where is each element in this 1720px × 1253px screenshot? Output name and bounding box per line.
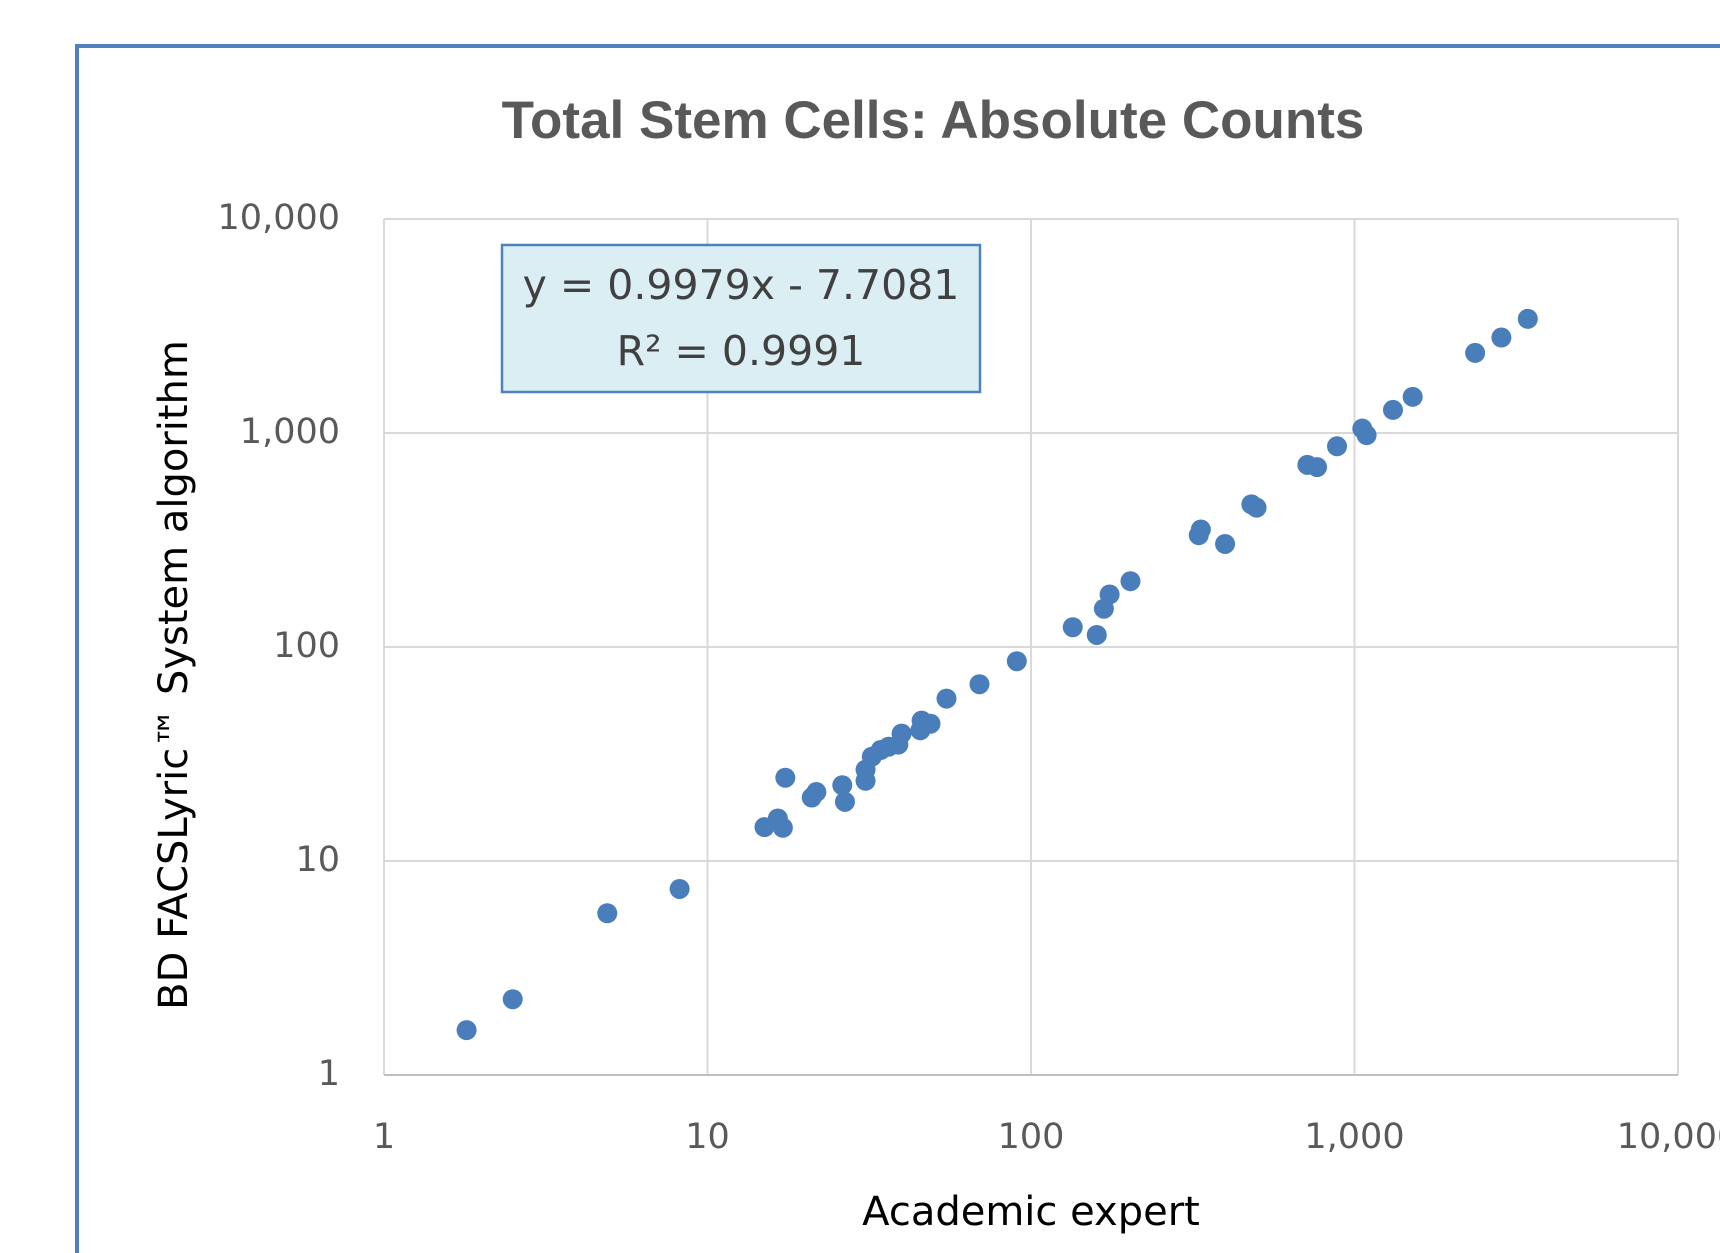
- y-tick-label: 1: [318, 1054, 340, 1094]
- y-tick-label: 100: [273, 626, 340, 666]
- x-tick-label: 10: [685, 1117, 730, 1157]
- data-point: [456, 1020, 477, 1041]
- data-point: [834, 791, 855, 812]
- data-point: [1099, 584, 1120, 605]
- data-point: [1086, 624, 1107, 645]
- data-point: [1356, 425, 1377, 446]
- marks: [456, 308, 1538, 1041]
- data-point: [597, 903, 618, 924]
- data-point: [969, 674, 990, 695]
- y-tick-label: 1,000: [240, 412, 340, 452]
- data-point: [1246, 497, 1267, 518]
- chart-title: Total Stem Cells: Absolute Counts: [502, 91, 1365, 150]
- data-point: [936, 688, 957, 709]
- r-squared: R² = 0.9991: [617, 327, 866, 375]
- x-tick-label: 100: [998, 1117, 1065, 1157]
- equation-box: [500, 243, 982, 394]
- data-point: [775, 767, 796, 788]
- data-point: [1120, 571, 1141, 592]
- data-point: [1402, 386, 1423, 407]
- trendline-equation: y = 0.9979x - 7.7081: [523, 261, 960, 309]
- x-axis-title: Academic expert: [862, 1189, 1200, 1235]
- x-tick-label: 10,000: [1617, 1117, 1720, 1157]
- data-point: [832, 775, 853, 796]
- y-tick-label: 10,000: [218, 198, 340, 238]
- data-point: [772, 817, 793, 838]
- data-point: [1517, 308, 1538, 329]
- data-point: [1006, 651, 1027, 672]
- data-point: [1327, 436, 1348, 457]
- data-point: [1307, 457, 1328, 478]
- data-point: [1465, 342, 1486, 363]
- data-point: [1062, 617, 1083, 638]
- data-point: [806, 782, 827, 803]
- grid: 1 10 100 1,000 10,000 1 10 100 1,000 10,000: [218, 198, 1720, 1157]
- data-point: [669, 878, 690, 899]
- data-point: [920, 713, 941, 734]
- y-axis-title: BD FACSLyric™ System algorithm: [151, 340, 197, 1010]
- data-point: [1190, 519, 1211, 540]
- data-point: [1215, 533, 1236, 554]
- y-tick-label: 10: [295, 840, 340, 880]
- data-point: [502, 989, 523, 1010]
- x-tick-label: 1,000: [1304, 1117, 1404, 1157]
- x-tick-label: 1: [373, 1117, 395, 1157]
- data-point: [1382, 399, 1403, 420]
- data-point: [1491, 327, 1512, 348]
- data-point: [891, 723, 912, 744]
